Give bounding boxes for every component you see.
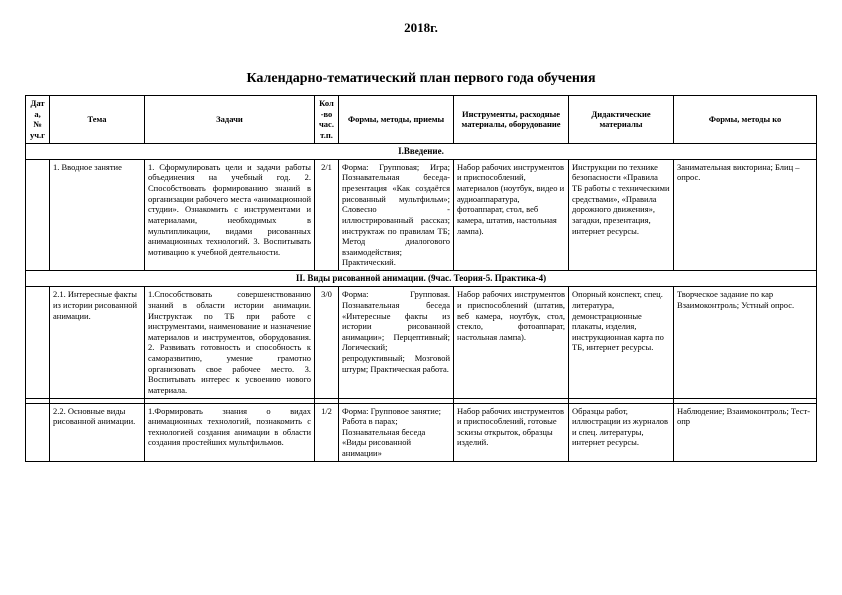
cell-tasks: 1.Формировать знания о видах анимационны… bbox=[145, 403, 315, 461]
cell-topic: 1. Вводное занятие bbox=[50, 159, 145, 270]
cell-didactic: Инструкции по технике безопасности «Прав… bbox=[569, 159, 674, 270]
cell-hours: 3/0 bbox=[315, 287, 339, 398]
cell-tools: Набор рабочих инструментов и приспособле… bbox=[454, 403, 569, 461]
section-2-row: II. Виды рисованной анимации. (9час. Тео… bbox=[26, 271, 817, 287]
cell-control: Занимательная викторина; Блиц – опрос. bbox=[674, 159, 817, 270]
cell-topic: 2.2. Основные виды рисованной анимации. bbox=[50, 403, 145, 461]
cell-tasks: 1.Способствовать совершенствованию знани… bbox=[145, 287, 315, 398]
cell-didactic: Образцы работ, иллюстрации из журналов и… bbox=[569, 403, 674, 461]
table-row: 1. Вводное занятие 1. Сформулировать цел… bbox=[26, 159, 817, 270]
cell-date bbox=[26, 159, 50, 270]
header-topic: Тема bbox=[50, 96, 145, 144]
cell-hours: 2/1 bbox=[315, 159, 339, 270]
header-control: Формы, методы ко bbox=[674, 96, 817, 144]
cell-control: Наблюдение; Взаимоконтроль; Тест-опр bbox=[674, 403, 817, 461]
cell-control: Творческое задание по кар Взаимоконтроль… bbox=[674, 287, 817, 398]
table-row: 2.1. Интересные факты из истории рисован… bbox=[26, 287, 817, 398]
cell-tasks: 1. Сформулировать цели и задачи работы о… bbox=[145, 159, 315, 270]
header-forms: Формы, методы, приемы bbox=[339, 96, 454, 144]
header-tools: Инструменты, расходные материалы, оборуд… bbox=[454, 96, 569, 144]
document-year: 2018г. bbox=[25, 20, 817, 36]
table-header-row: Дата, № уч.г Тема Задачи Кол-во час. т.п… bbox=[26, 96, 817, 144]
cell-didactic: Опорный конспект, спец. литература, демо… bbox=[569, 287, 674, 398]
cell-hours: 1/2 bbox=[315, 403, 339, 461]
section-2-title: II. Виды рисованной анимации. (9час. Тео… bbox=[26, 271, 817, 287]
curriculum-table: Дата, № уч.г Тема Задачи Кол-во час. т.п… bbox=[25, 95, 817, 462]
section-1-row: I.Введение. bbox=[26, 143, 817, 159]
table-row: 2.2. Основные виды рисованной анимации. … bbox=[26, 403, 817, 461]
cell-tools: Набор рабочих инструментов и приспособле… bbox=[454, 287, 569, 398]
document-title: Календарно-тематический план первого год… bbox=[25, 71, 817, 87]
cell-forms: Форма: Групповое занятие; Работа в парах… bbox=[339, 403, 454, 461]
cell-forms: Форма: Групповая. Познавательная беседа … bbox=[339, 287, 454, 398]
header-hours: Кол-во час. т.п. bbox=[315, 96, 339, 144]
cell-topic: 2.1. Интересные факты из истории рисован… bbox=[50, 287, 145, 398]
cell-date bbox=[26, 287, 50, 398]
section-1-title: I.Введение. bbox=[26, 143, 817, 159]
header-didactic: Дидактические материалы bbox=[569, 96, 674, 144]
cell-forms: Форма: Групповая; Игра; Познавательная б… bbox=[339, 159, 454, 270]
header-tasks: Задачи bbox=[145, 96, 315, 144]
cell-date bbox=[26, 403, 50, 461]
cell-tools: Набор рабочих инструментов и приспособле… bbox=[454, 159, 569, 270]
header-date: Дата, № уч.г bbox=[26, 96, 50, 144]
